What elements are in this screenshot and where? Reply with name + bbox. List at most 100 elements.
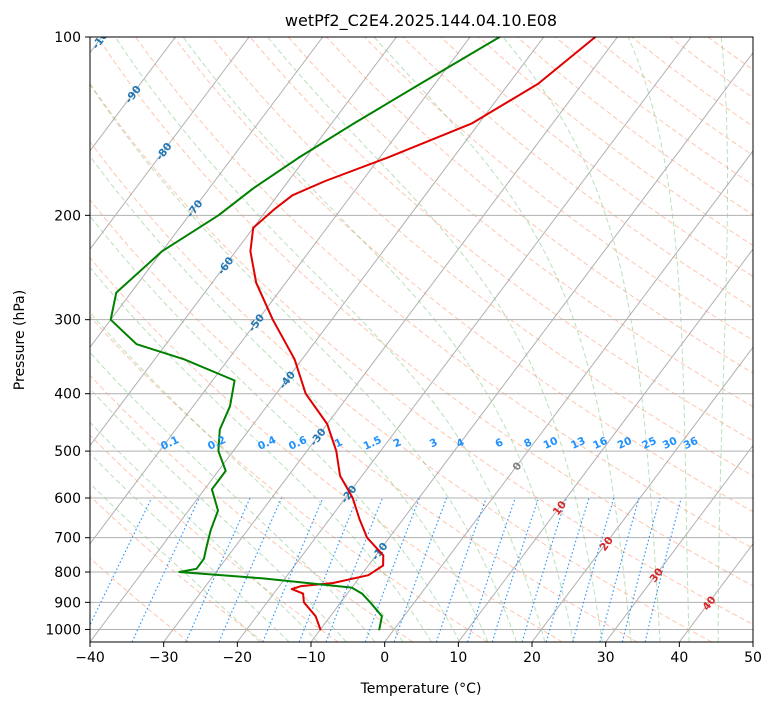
mixing-ratio-label: 8 (522, 436, 534, 450)
y-tick-label: 300 (54, 313, 81, 329)
moist-adiabats (90, 37, 728, 642)
dry-adiabat-line (554, 37, 753, 186)
isotherm-line (163, 37, 618, 642)
x-tick-label: 30 (597, 650, 615, 666)
moist-adiabat-line (90, 421, 319, 642)
moist-adiabat-line (90, 311, 404, 642)
dry-adiabat-line (96, 37, 753, 587)
mixing-ratio-labels: 0.1 0.2 0.4 0.6 1 1.5 2 3 4 6 8 10 13 16 20 25 30 36 (159, 434, 700, 453)
mixing-ratio-line (298, 497, 358, 642)
isotherm-line (90, 37, 545, 642)
moist-adiabat-line (114, 37, 546, 642)
mixing-ratio-line (599, 497, 640, 642)
dry-adiabat-line (90, 557, 190, 642)
isotherm-line (605, 444, 753, 642)
dry-adiabat-line (90, 140, 712, 642)
isotherms (90, 37, 753, 642)
mixing-ratio-line (466, 497, 516, 642)
moist-adiabat-line (717, 37, 728, 642)
mixing-ratio-line (90, 497, 153, 627)
moist-adiabat-line (90, 388, 347, 642)
y-tick-label: 700 (54, 531, 81, 547)
mixing-ratio-label: 13 (569, 435, 587, 452)
x-axis-ticks: −40 −30 −20 −10 0 10 20 30 40 50 (75, 642, 762, 666)
x-axis-label: Temperature (°C) (360, 681, 482, 697)
dry-adiabat-line (90, 434, 339, 642)
mixing-ratio-line (185, 497, 251, 642)
mixing-ratio-label: 4 (455, 436, 467, 450)
dry-adiabat-line (249, 37, 753, 442)
isotherm-line (90, 37, 250, 250)
dry-adiabat-line (402, 37, 753, 309)
profiles (109, 37, 597, 631)
dry-adiabat-line (90, 495, 264, 642)
y-axis-label: Pressure (hPa) (12, 290, 28, 390)
dewpoint-line (109, 37, 501, 631)
moist-adiabat-line (90, 215, 461, 642)
temperature-line (249, 37, 597, 631)
mixing-ratio-label: 3 (428, 436, 440, 450)
dry-adiabat-line (364, 37, 753, 341)
mixing-ratio-lines (90, 497, 682, 642)
dry-adiabat-line (173, 37, 753, 513)
mixing-ratio-label: 0.2 (206, 434, 228, 453)
mixing-ratio-line (262, 497, 324, 642)
mixing-ratio-label: 36 (682, 435, 700, 452)
x-tick-label: −30 (149, 650, 179, 666)
y-axis-ticks: 100 200 300 400 500 600 700 800 900 1000 (45, 30, 90, 638)
dry-adiabat-line (90, 257, 563, 642)
mixing-ratio-label: 1 (333, 436, 345, 450)
isotherm-line (90, 37, 397, 447)
moist-adiabat-line (90, 155, 489, 642)
moist-adiabat-line (90, 266, 432, 642)
y-tick-label: 400 (54, 387, 81, 403)
isotherm-line (752, 641, 753, 642)
dry-adiabat-line (478, 37, 753, 246)
moist-adiabat-line (90, 482, 261, 642)
mixing-ratio-line (364, 497, 420, 642)
dry-adiabat-line (90, 83, 753, 625)
moist-adiabat-line (373, 37, 632, 642)
isotherm-line (90, 37, 176, 152)
mixing-ratio-label: 25 (640, 435, 658, 452)
x-tick-label: −40 (75, 650, 105, 666)
mixing-ratio-label: 1.5 (362, 434, 384, 453)
y-tick-label: 600 (54, 491, 81, 507)
chart-title: wetPf2_C2E4.2025.144.04.10.E08 (285, 11, 557, 31)
moist-adiabat-line (182, 37, 575, 642)
mixing-ratio-label: 20 (616, 435, 634, 452)
moist-adiabat-line (90, 452, 290, 642)
y-tick-label: 100 (54, 30, 81, 46)
mixing-ratio-label: 6 (493, 436, 505, 450)
mixing-ratio-line (644, 497, 682, 642)
moist-adiabat-line (90, 351, 376, 642)
isotherm-label: -100 (90, 23, 115, 51)
mixing-ratio-label: 30 (661, 435, 679, 452)
mixing-ratio-label: 0.4 (256, 434, 278, 453)
mixing-ratio-line (131, 497, 200, 642)
y-tick-label: 1000 (45, 622, 81, 638)
isotherm-line (384, 150, 753, 642)
mixing-ratio-line (393, 497, 448, 642)
moist-adiabat-line (267, 37, 603, 642)
moist-adiabat-line (90, 83, 517, 642)
dry-adiabats (90, 37, 753, 642)
x-tick-label: −10 (296, 650, 326, 666)
mixing-ratio-label: 0.6 (287, 434, 309, 453)
dry-adiabat-line (707, 37, 753, 71)
dry-adiabat-line (90, 198, 638, 642)
isotherm-line (531, 346, 753, 642)
pressure-gridlines (90, 37, 753, 630)
dry-adiabat-line (90, 315, 488, 642)
x-tick-label: 50 (744, 650, 762, 666)
mixing-ratio-line (435, 497, 487, 642)
mixing-ratio-line (491, 497, 540, 642)
y-tick-label: 200 (54, 208, 81, 224)
mixing-ratio-line (621, 497, 661, 642)
x-tick-label: 40 (670, 650, 688, 666)
mixing-ratio-line (545, 497, 590, 642)
mixing-ratio-label: 16 (591, 435, 609, 452)
